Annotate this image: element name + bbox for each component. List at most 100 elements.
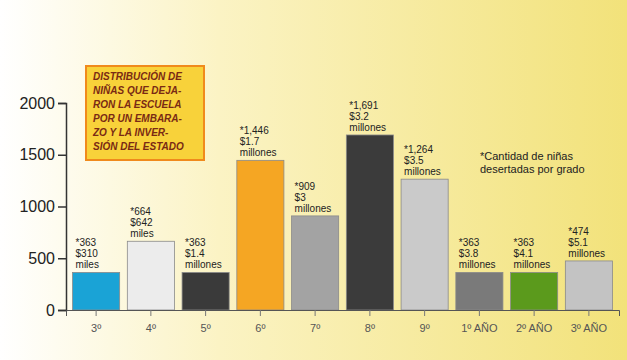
y-tick: 0 [46,302,66,319]
data-label-line: millones [349,122,386,133]
x-tick: 7º [310,310,320,334]
data-label-line: millones [514,259,551,270]
bar [456,272,503,310]
data-label: *1,446$1.7millones [240,125,277,158]
y-tick-mark [58,310,66,312]
y-axis: 0 500 1000 1500 2000 [19,95,66,319]
x-tick-mark [150,310,151,316]
title-box [86,66,204,160]
x-tick-label: 5º [201,322,211,334]
data-label: *664$642miles [130,206,153,239]
x-tick-label: 4º [146,322,156,334]
y-tick-mark [58,103,66,105]
data-label-line: millones [185,259,222,270]
title-line: RON LA ESCUELA [93,99,182,110]
data-label-line: *664 [130,206,151,217]
data-label-line: $3 [295,192,307,203]
y-tick-label: 1500 [19,146,55,163]
bar [292,216,339,310]
title-line: NIÑAS QUE DEJA- [93,84,182,96]
x-tick-label: 6º [255,322,265,334]
chart: 0 500 1000 1500 2000 3º 4º 5º 6º 7º 8º 9º 1º AÑO 2º A… [0,0,627,360]
title-line: SIÓN DEL ESTADO [93,140,184,152]
data-label-line: millones [240,147,277,158]
data-label: *1,264$3.5millones [404,144,441,177]
data-label-line: *363 [185,237,206,248]
data-label-line: *1,264 [404,144,433,155]
data-label-line: *1,446 [240,125,269,136]
x-tick-mark [96,310,97,316]
annotation-line: *Cantidad de niñas [480,150,573,162]
y-tick-mark [58,155,66,157]
data-label-line: *909 [295,181,316,192]
data-label-line: millones [295,203,332,214]
y-tick: 500 [28,250,66,267]
bar [401,179,448,310]
x-tick-mark [534,310,535,316]
x-tick: 3º [91,310,101,334]
data-label: *909$3millones [295,181,332,214]
x-tick-mark [588,310,589,316]
y-tick: 1500 [19,146,66,163]
bar [182,272,229,310]
x-tick-label: 7º [310,322,320,334]
y-tick-mark [58,258,66,260]
data-label-line: *363 [514,237,535,248]
y-tick-label: 2000 [19,95,55,112]
x-tick-mark [260,310,261,316]
data-label: *363$3.8millones [459,237,496,270]
data-label-line: *363 [76,237,97,248]
data-label: *1,691$3.2millones [349,100,386,133]
data-label-line: $3.2 [349,111,369,122]
data-label-line: millones [404,166,441,177]
title-text: DISTRIBUCIÓN DENIÑAS QUE DEJA-RON LA ESC… [92,70,184,152]
y-tick-mark [58,206,66,208]
x-tick: 2º AÑO [516,310,553,334]
data-label-line: $642 [130,217,153,228]
y-tick: 1000 [19,198,66,215]
annotation-line: desertadas por grado [480,163,585,175]
data-label-line: millones [459,259,496,270]
data-label-line: $5.1 [568,237,588,248]
x-tick: 6º [255,310,265,334]
x-tick: 4º [146,310,156,334]
bar [73,272,120,310]
bar [346,135,393,310]
bars [73,135,613,310]
y-tick-label: 500 [28,250,55,267]
data-label-line: miles [76,259,99,270]
data-label: *363$1.4millones [185,237,222,270]
data-label: *363$4.1millones [514,237,551,270]
data-label-line: $4.1 [514,248,534,259]
data-label: *474$5.1millones [568,226,605,259]
background [0,0,627,360]
title-line: ZO Y LA INVER- [92,127,169,138]
data-label-line: $3.8 [459,248,479,259]
bar [511,272,558,310]
title: DISTRIBUCIÓN DENIÑAS QUE DEJA-RON LA ESC… [86,66,204,160]
x-tick: 5º [201,310,211,334]
y-tick-label: 1000 [19,198,55,215]
data-label-line: *474 [568,226,589,237]
data-label-line: millones [568,248,605,259]
data-label-line: $1.7 [240,136,260,147]
x-tick: 9º [420,310,430,334]
x-tick-mark [315,310,316,316]
plot: 0 500 1000 1500 2000 3º 4º 5º 6º 7º 8º 9º 1º AÑO 2º A… [19,95,619,335]
title-line: POR UN EMBARA- [93,113,183,124]
x-tick-label: 3º [91,322,101,334]
x-tick-mark [479,310,480,316]
x-tick-label: 2º AÑO [516,322,553,334]
data-label-line: $3.5 [404,155,424,166]
x-tick-label: 1º AÑO [461,322,498,334]
y-tick-label: 0 [46,302,55,319]
x-tick-label: 9º [420,322,430,334]
annotation: *Cantidad de niñasdesertadas por grado [480,150,585,175]
data-label-line: *1,691 [349,100,378,111]
y-axis-line [58,104,67,311]
x-tick-mark [369,310,370,316]
bar [565,261,612,310]
x-tick-label: 8º [365,322,375,334]
x-tick-mark [424,310,425,316]
bar [127,241,174,310]
